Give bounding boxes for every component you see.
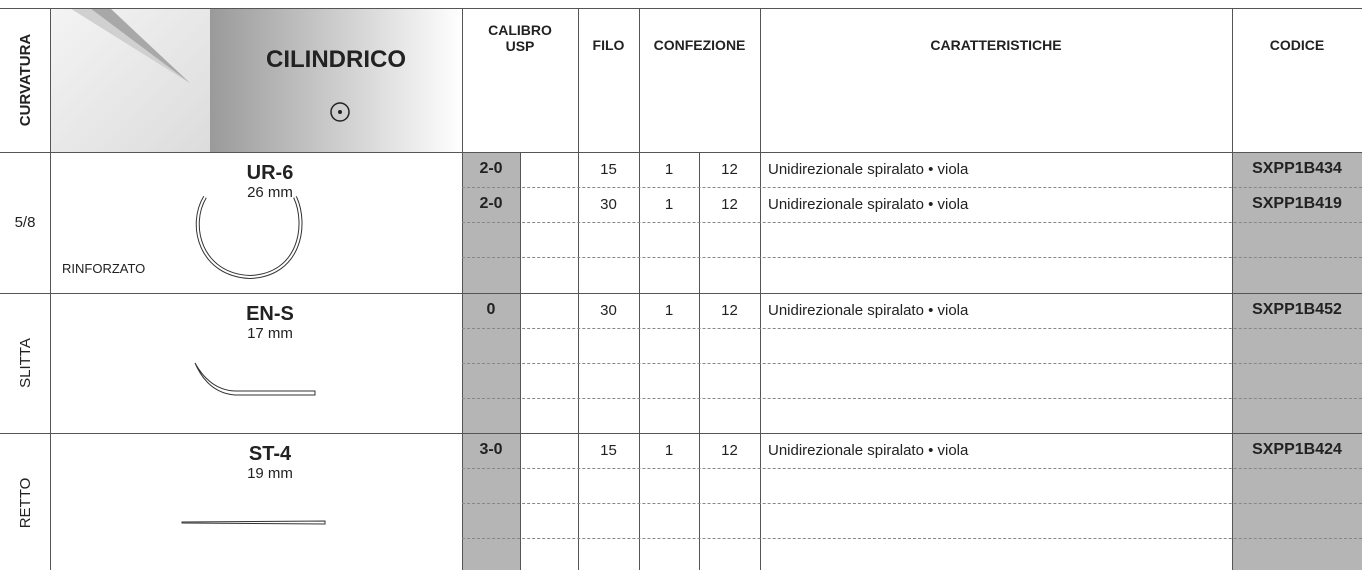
column-line [50,8,51,570]
curvature: RETTO [16,477,34,529]
usp: 2-0 [479,160,503,177]
column-line [520,152,521,570]
needle-tip [70,8,190,83]
filo: 15 [600,160,617,178]
row-line [462,398,1362,399]
column-line [760,8,761,570]
confezione: 12 [721,301,738,319]
caratteristiche: Unidirezionale spiralato • viola [768,301,969,319]
row-line [462,468,1362,469]
caratteristiche: Unidirezionale spiralato • viola [768,160,969,178]
column-line [699,152,700,570]
row-line [462,538,1362,539]
column-line [578,8,579,570]
needle-drawing [194,362,316,396]
group-line [0,293,1362,294]
confezione: 1 [664,301,674,319]
row-line [462,328,1362,329]
needle-drawing [181,520,326,525]
curvature: 5/8 [14,213,36,231]
codice: SXPP1B434 [1252,160,1342,177]
caratteristiche: Unidirezionale spiralato • viola [768,441,969,459]
type-banner [210,8,462,152]
column-line [462,8,463,570]
group-line [0,433,1362,434]
usp: 0 [486,301,496,318]
header-codice: CODICE [1269,37,1325,53]
usp-shade [463,152,520,570]
row-line [462,503,1362,504]
filo: 30 [600,301,617,319]
row-line [462,363,1362,364]
codice: SXPP1B419 [1252,195,1342,212]
confezione: 1 [664,441,674,459]
needle-note: RINFORZATO [62,260,146,276]
needle-image [50,8,210,152]
needle-length: 26 mm [247,183,293,201]
codice: SXPP1B424 [1252,441,1342,458]
needle-length: 19 mm [247,464,293,482]
needle-length: 17 mm [247,324,293,342]
codice: SXPP1B452 [1252,301,1342,318]
header-curvatura: CURVATURA [16,33,34,127]
header-calibro: CALIBRO USP [488,22,552,54]
curvature: SLITTA [16,338,34,388]
confezione: 12 [721,441,738,459]
filo: 15 [600,441,617,459]
confezione: 1 [664,195,674,213]
needle-name: UR-6 [246,161,294,184]
confezione: 12 [721,160,738,178]
usp: 3-0 [479,441,503,458]
needle-drawing [195,195,303,280]
header-confezione: CONFEZIONE [653,37,746,53]
needle-name: EN-S [246,302,294,325]
needle-name: ST-4 [248,442,292,465]
column-line [639,8,640,570]
header-caratteristiche: CARATTERISTICHE [930,37,1062,53]
row-line [462,257,1362,258]
border [0,152,1362,153]
border [0,8,1362,9]
caratteristiche: Unidirezionale spiralato • viola [768,195,969,213]
code-shade [1233,152,1362,570]
usp: 2-0 [479,195,503,212]
column-line [1232,8,1233,570]
round-icon [330,102,350,122]
row-line [462,187,1362,188]
header-filo: FILO [592,37,625,53]
header-title: CILINDRICO [266,46,406,73]
filo: 30 [600,195,617,213]
confezione: 12 [721,195,738,213]
row-line [462,222,1362,223]
confezione: 1 [664,160,674,178]
